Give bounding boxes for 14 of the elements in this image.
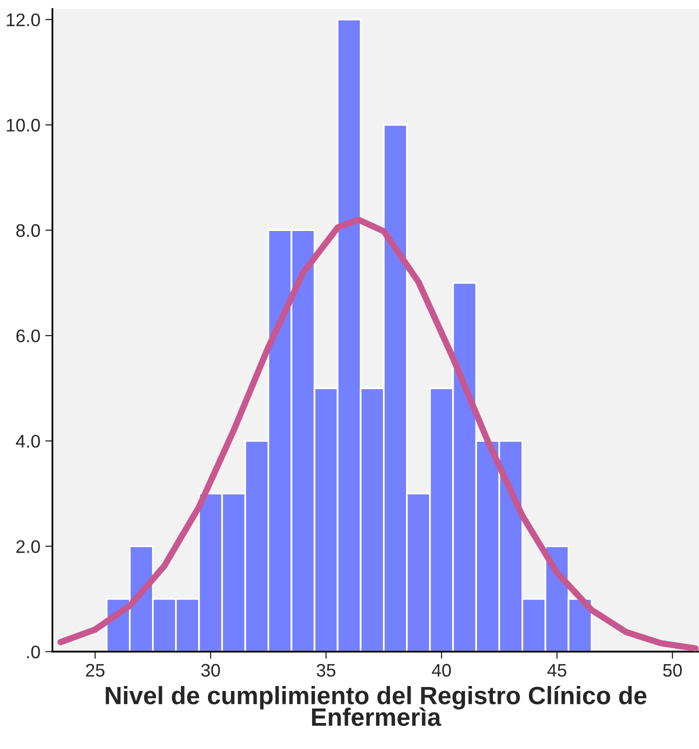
x-tick-label: 35 [316, 664, 336, 677]
x-tick-label: 45 [547, 664, 566, 677]
x-tick-label: 25 [86, 664, 104, 677]
y-tick-label: .0 [27, 646, 40, 658]
x-tick-label: 40 [432, 664, 451, 677]
y-tick-label: 8.0 [16, 224, 40, 237]
x-axis-title: Nivel de cumplimiento del Registro Clínico de Enfermerìa [106, 686, 646, 726]
y-tick-label: 4.0 [16, 434, 40, 448]
y-tick-label: 2.0 [16, 540, 40, 553]
x-tick-label: 50 [663, 664, 682, 677]
x-tick-label: 30 [201, 664, 220, 677]
y-tick-label: 6.0 [16, 330, 40, 342]
y-tick-label: 10.0 [6, 118, 40, 132]
y-tick-label: 12.0 [6, 13, 40, 26]
